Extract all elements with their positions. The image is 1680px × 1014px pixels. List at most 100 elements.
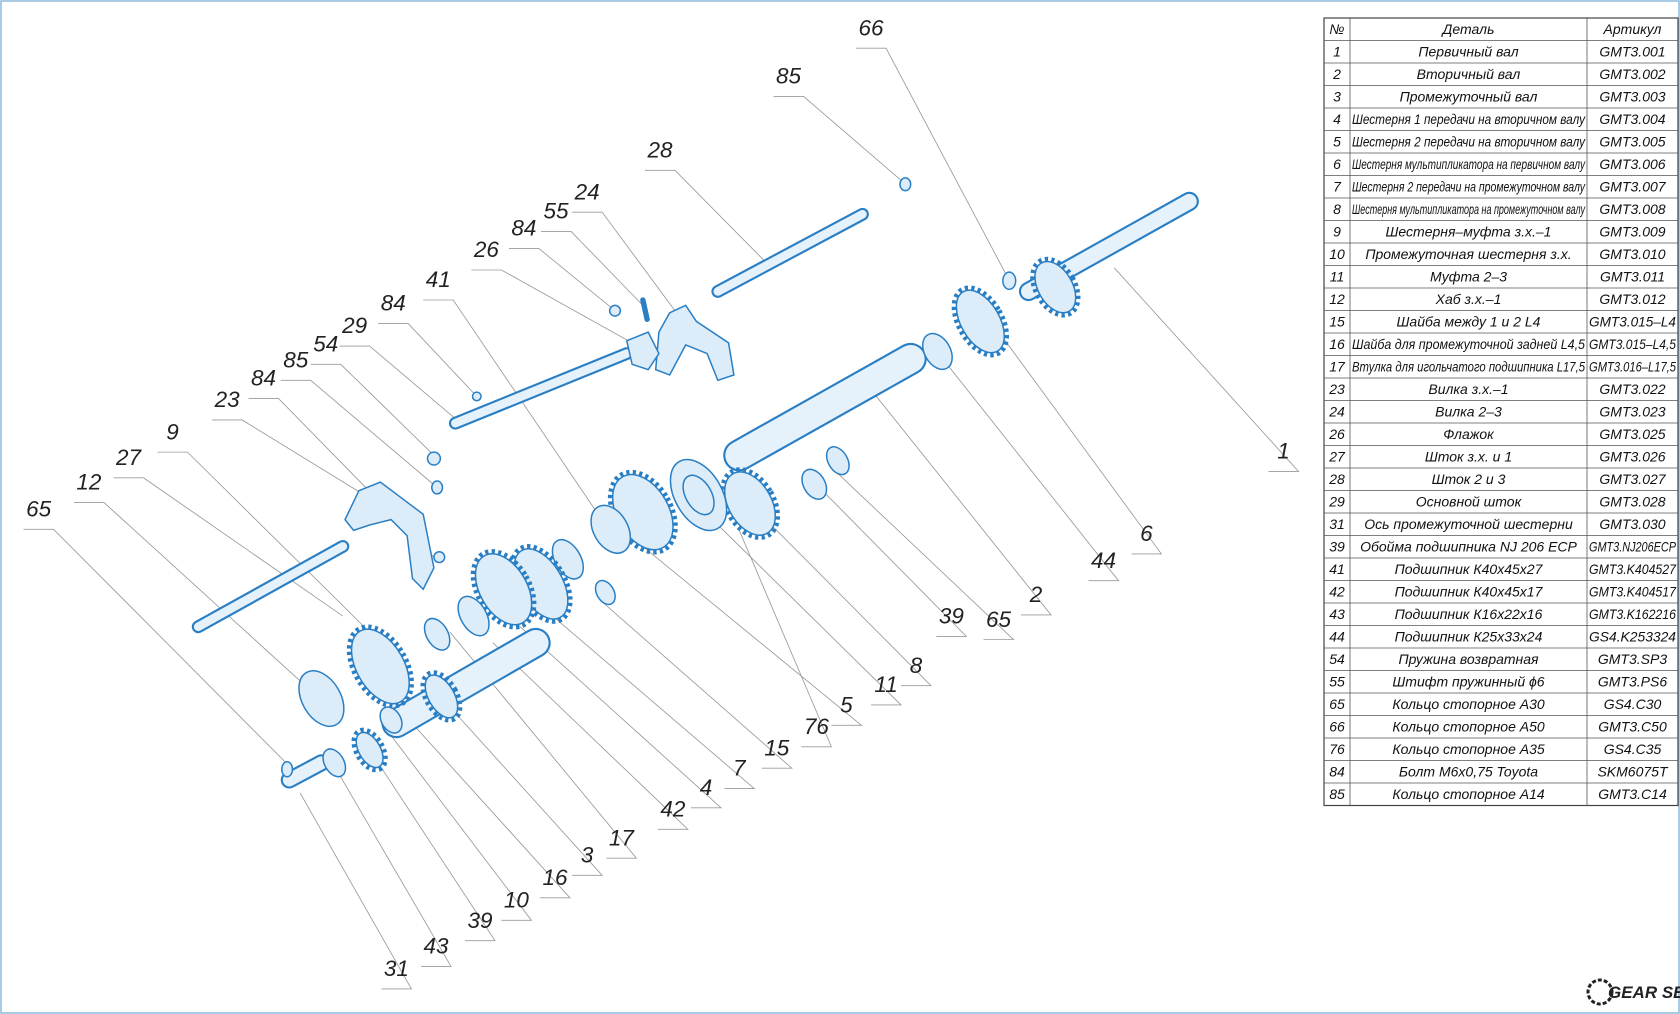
cell-number: 17: [1329, 358, 1346, 374]
cell-code: GMT3.028: [1599, 493, 1665, 509]
cell-number: 27: [1328, 448, 1346, 464]
callout-label: 3: [581, 842, 594, 867]
cell-number: 85: [1329, 786, 1345, 802]
cell-name: Промежуточная шестерня з.х.: [1365, 246, 1571, 262]
callout-label: 1: [1277, 439, 1290, 464]
parts-table: № Деталь Артикул 1 Первичный вал GMT3.001 2 Вто…: [1323, 17, 1679, 807]
leader-line: [706, 513, 903, 706]
callout-label: 7: [733, 756, 747, 781]
callout-label: 15: [764, 735, 790, 760]
cell-code: GS4.K253324: [1589, 628, 1676, 644]
leader-line: [572, 211, 676, 311]
cell-number: 3: [1333, 88, 1341, 104]
callout-label: 8: [910, 653, 923, 678]
leader-line: [23, 528, 290, 767]
cell-number: 9: [1333, 223, 1341, 239]
cell-code: SKM6075T: [1597, 763, 1668, 779]
leader-line: [212, 419, 370, 499]
leader-line: [541, 230, 644, 306]
cell-code: GMT3.007: [1599, 178, 1666, 194]
leader-line: [546, 610, 756, 789]
callouts: 6685282455842641842954852384927126516442…: [26, 15, 1290, 981]
callout-label: 42: [660, 796, 686, 821]
cell-code: GMT3.K162216: [1589, 606, 1676, 622]
cell-code: GMT3.003: [1599, 88, 1665, 104]
cell-number: 29: [1328, 493, 1345, 509]
leader-line: [113, 477, 344, 617]
cell-name: Вилка з.х.–1: [1428, 381, 1508, 397]
leader-line: [423, 299, 606, 526]
callout-label: 66: [859, 15, 885, 40]
cell-code: GMT3.K404527: [1589, 561, 1677, 577]
leader-line: [803, 471, 968, 637]
cell-code: GMT3.K404517: [1589, 583, 1677, 599]
cell-number: 10: [1329, 246, 1345, 262]
cell-code: GMT3.023: [1599, 403, 1665, 419]
callout-label: 65: [986, 607, 1012, 632]
callout-label: 9: [166, 419, 179, 444]
leader-line: [856, 47, 1008, 277]
leader-line: [385, 728, 533, 921]
cell-code: GMT3.005: [1599, 133, 1665, 149]
cell-name: Шток з.х. и 1: [1425, 448, 1512, 464]
callout-label: 39: [467, 908, 493, 933]
callout-label: 10: [504, 887, 530, 912]
cell-code: GMT3.026: [1599, 448, 1665, 464]
cell-number: 4: [1333, 111, 1341, 127]
callout-label: 76: [804, 714, 830, 739]
cell-code: GMT3.002: [1599, 66, 1665, 82]
cell-code: GMT3.025: [1599, 426, 1665, 442]
cell-name: Промежуточный вал: [1400, 88, 1538, 104]
cell-number: 16: [1329, 336, 1345, 352]
cell-name: Шайба между 1 и 2 L4: [1397, 313, 1541, 329]
cell-name: Втулка для игольчатого подшипника L17,5: [1352, 358, 1585, 374]
callout-label: 24: [574, 179, 600, 204]
cell-name: Вторичный вал: [1417, 66, 1521, 82]
cell-name: Шестерня–муфта з.х.–1: [1386, 223, 1552, 239]
cell-number: 43: [1329, 606, 1345, 622]
leader-line: [867, 385, 1052, 616]
cell-name: Кольцо стопорное А14: [1392, 786, 1545, 802]
callout-label: 84: [381, 291, 406, 316]
cell-code: GMT3.015–L4: [1589, 313, 1676, 329]
leader-line: [749, 503, 933, 687]
leader-line: [337, 771, 452, 967]
cell-name: Болт М6х0,75 Toyota: [1399, 763, 1538, 779]
cell-name: Шайба для промежуточной задней L4,5: [1352, 336, 1585, 352]
cell-name: Муфта 2–3: [1430, 268, 1507, 284]
callout-label: 84: [511, 216, 536, 241]
leader-line: [471, 269, 633, 344]
callout-label: 12: [76, 470, 102, 495]
cell-code: GMT3.006: [1599, 156, 1665, 172]
cell-number: 26: [1328, 426, 1345, 442]
cell-name: Вилка 2–3: [1435, 403, 1502, 419]
callout-label: 65: [26, 496, 52, 521]
leader-line: [406, 717, 571, 899]
callout-label: 43: [424, 934, 450, 959]
callout-label: 44: [1091, 548, 1116, 573]
cell-code: GMT3.012: [1599, 291, 1665, 307]
callout-label: 4: [700, 775, 713, 800]
callout-label: 17: [609, 825, 636, 850]
cell-number: 42: [1329, 583, 1345, 599]
leader-line: [508, 248, 616, 312]
callout-label: 41: [426, 267, 451, 292]
callout-label: 85: [776, 64, 802, 89]
cell-code: GMT3.011: [1600, 268, 1665, 284]
cell-number: 15: [1329, 313, 1345, 329]
cell-number: 23: [1328, 381, 1345, 397]
leader-line: [990, 321, 1163, 555]
logo-text: GEAR SET: [1608, 983, 1680, 1002]
cell-code: GMT3.022: [1599, 381, 1665, 397]
cell-name: Кольцо стопорное А30: [1392, 696, 1545, 712]
cell-number: 6: [1333, 156, 1341, 172]
cell-number: 31: [1329, 516, 1345, 532]
cell-number: 28: [1328, 471, 1345, 487]
cell-name: Шестерня мультипликатора на первичном ва…: [1352, 156, 1586, 172]
cell-name: Шестерня 2 передачи на вторичном валу: [1352, 133, 1586, 149]
leader-line: [339, 345, 461, 424]
callout-label: 5: [840, 692, 853, 717]
cell-number: 11: [1330, 268, 1345, 284]
callout-label: 27: [115, 445, 143, 470]
